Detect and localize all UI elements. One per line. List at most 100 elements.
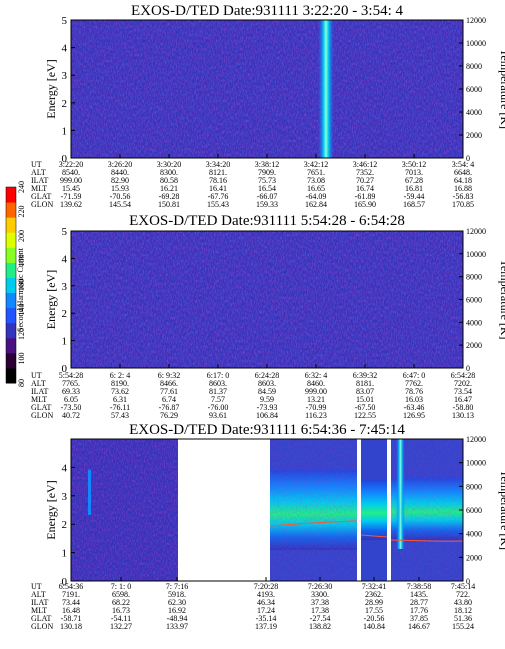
orbit-cell: 140.84 <box>363 622 385 631</box>
orbit-cell: 8300. <box>160 168 178 177</box>
orbit-cell: 76.29 <box>160 411 178 420</box>
temperature-trace <box>360 534 388 538</box>
orbit-cell: 3:26:20 <box>108 160 132 169</box>
y2-axis-label: Temperature [K] <box>498 470 505 550</box>
orbit-cell: 6:32: 4 <box>305 371 327 380</box>
orbit-row-label: MLT <box>31 395 47 404</box>
colorbar-frame <box>5 186 17 384</box>
orbit-cell: 16.74 <box>356 184 374 193</box>
orbit-cell: 81.37 <box>209 387 227 396</box>
y2-tick-label: 6000 <box>466 506 482 515</box>
orbit-cell: 3300. <box>311 590 329 599</box>
orbit-cell: 6.05 <box>64 395 78 404</box>
orbit-cell: 16.47 <box>454 395 472 404</box>
orbit-cell: 16.21 <box>160 184 178 193</box>
colorbar-tick-label: 140 <box>17 304 26 316</box>
colorbar-swatch <box>6 352 16 369</box>
panel-1: EXOS-D/TED Date:931111 3:22:20 - 3:54: 4… <box>31 3 505 209</box>
orbit-cell: 8181. <box>356 379 374 388</box>
orbit-cell: 7:20:28 <box>254 582 278 591</box>
y-axis-label: Energy [eV] <box>44 270 58 329</box>
orbit-cell: 40.72 <box>62 411 80 420</box>
orbit-cell: -70.99 <box>306 403 327 412</box>
orbit-cell: 106.84 <box>256 411 278 420</box>
orbit-cell: 116.23 <box>305 411 327 420</box>
orbit-cell: 4193. <box>257 590 275 599</box>
colorbar-swatch <box>6 322 16 339</box>
orbit-cell: 8121. <box>209 168 227 177</box>
y-tick-label: 2 <box>62 519 68 531</box>
y2-tick-label: 12000 <box>466 227 486 236</box>
orbit-cell: 7762. <box>405 379 423 388</box>
orbit-cell: 16.54 <box>258 184 276 193</box>
y-tick-label: 5 <box>62 226 68 238</box>
orbit-cell: 6:47: 0 <box>403 371 425 380</box>
y2-tick-label: 2000 <box>466 553 482 562</box>
orbit-cell: 75.73 <box>258 176 276 185</box>
orbit-cell: 145.54 <box>109 200 131 209</box>
orbit-row-label: GLON <box>31 200 53 209</box>
orbit-cell: -69.28 <box>159 192 180 201</box>
heatmap-band <box>361 480 387 540</box>
y-tick-label: 3 <box>62 491 68 503</box>
colorbar-tick-label: 120 <box>17 328 26 340</box>
colorbar-swatches <box>5 186 17 384</box>
orbit-cell: 7:45:14 <box>451 582 475 591</box>
orbit-row-label: ALT <box>31 590 46 599</box>
heatmap-streak <box>88 470 91 515</box>
orbit-row-label: GLAT <box>31 192 52 201</box>
orbit-cell: 16.92 <box>168 606 186 615</box>
orbit-cell: 6:17: 0 <box>207 371 229 380</box>
orbit-cell: -70.56 <box>110 192 131 201</box>
orbit-row-label: GLON <box>31 411 53 420</box>
orbit-cell: 7:26:30 <box>308 582 332 591</box>
orbit-row-label: ILAT <box>31 598 48 607</box>
colorbar-label: Second Harmonic Current <box>16 247 25 332</box>
orbit-cell: 722. <box>456 590 470 599</box>
orbit-cell: 168.57 <box>403 200 425 209</box>
orbit-cell: 82.90 <box>111 176 129 185</box>
orbit-cell: -66.07 <box>257 192 278 201</box>
orbit-cell: 16.65 <box>307 184 325 193</box>
colorbar-swatch <box>6 217 16 233</box>
y-tick-label: 0 <box>62 153 68 165</box>
y2-tick-label: 10000 <box>466 39 486 48</box>
y-tick-label: 4 <box>62 43 68 55</box>
orbit-cell: 7:38:58 <box>407 582 431 591</box>
orbit-row-label: ILAT <box>31 387 48 396</box>
orbit-cell: 15.93 <box>111 184 129 193</box>
colorbar-tick-label: 180 <box>17 255 26 267</box>
orbit-cell: 6.74 <box>162 395 176 404</box>
orbit-cell: 3:30:20 <box>157 160 181 169</box>
colorbar-swatch <box>6 277 16 294</box>
orbit-cell: -64.09 <box>306 192 327 201</box>
orbit-row-label: GLON <box>31 622 53 631</box>
y-tick-label: 4 <box>62 462 68 474</box>
colorbar-swatch <box>6 262 16 278</box>
orbit-cell: 3:46:12 <box>353 160 377 169</box>
orbit-cell: 8603. <box>209 379 227 388</box>
orbit-cell: 139.62 <box>60 200 82 209</box>
panel-title: EXOS-D/TED Date:931111 3:22:20 - 3:54: 4 <box>131 3 404 19</box>
orbit-row-label: GLAT <box>31 403 52 412</box>
y2-tick-label: 2000 <box>466 341 482 350</box>
y-tick-label: 1 <box>62 336 68 348</box>
orbit-cell: -76.11 <box>110 403 130 412</box>
orbit-cell: 17.76 <box>410 606 428 615</box>
colorbar-tick-label: 240 <box>17 181 26 193</box>
orbit-cell: 16.73 <box>112 606 130 615</box>
orbit-cell: 7: 7:16 <box>166 582 188 591</box>
y-axis-label: Energy [eV] <box>44 59 58 118</box>
colorbar-swatch <box>6 367 16 384</box>
orbit-cell: 7013. <box>405 168 423 177</box>
orbit-cell: 6: 2: 4 <box>110 371 130 380</box>
orbit-cell: 3:22:20 <box>59 160 83 169</box>
y2-tick-label: 4000 <box>466 108 482 117</box>
orbit-cell: 15.45 <box>62 184 80 193</box>
orbit-cell: 150.81 <box>158 200 180 209</box>
orbit-cell: 69.33 <box>62 387 80 396</box>
panel-title: EXOS-D/TED Date:931111 6:54:36 - 7:45:14 <box>129 422 405 438</box>
colorbar-swatch <box>6 187 16 203</box>
y2-tick-label: 0 <box>466 364 470 373</box>
colorbar-tick-label: 160 <box>17 279 26 291</box>
